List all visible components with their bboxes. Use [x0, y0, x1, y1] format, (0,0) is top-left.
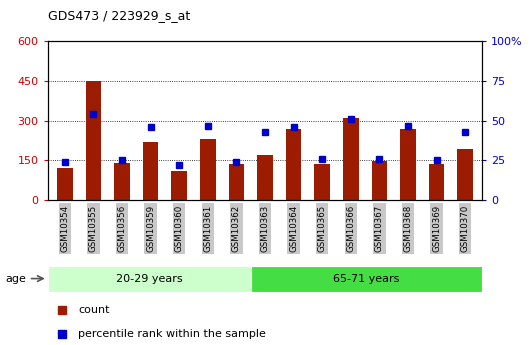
- Text: GDS473 / 223929_s_at: GDS473 / 223929_s_at: [48, 9, 190, 22]
- Bar: [85, 81, 101, 200]
- Bar: [457, 148, 473, 200]
- Bar: [257, 155, 273, 200]
- Bar: [228, 164, 244, 200]
- Text: GSM10360: GSM10360: [175, 205, 184, 252]
- Bar: [400, 129, 416, 200]
- Bar: [314, 164, 330, 200]
- Text: percentile rank within the sample: percentile rank within the sample: [78, 329, 266, 339]
- Text: count: count: [78, 305, 110, 315]
- Bar: [286, 129, 302, 200]
- Bar: [372, 161, 387, 200]
- Text: 65-71 years: 65-71 years: [333, 274, 400, 284]
- Bar: [343, 118, 359, 200]
- Text: GSM10367: GSM10367: [375, 205, 384, 252]
- Text: GSM10370: GSM10370: [461, 205, 470, 252]
- Text: GSM10369: GSM10369: [432, 205, 441, 252]
- Text: GSM10361: GSM10361: [204, 205, 213, 252]
- Text: GSM10355: GSM10355: [89, 205, 98, 252]
- Text: GSM10356: GSM10356: [118, 205, 127, 252]
- Text: 20-29 years: 20-29 years: [116, 274, 182, 284]
- Bar: [429, 164, 445, 200]
- FancyBboxPatch shape: [251, 266, 482, 292]
- Bar: [200, 139, 216, 200]
- Bar: [114, 163, 130, 200]
- Text: GSM10366: GSM10366: [346, 205, 355, 252]
- Text: GSM10365: GSM10365: [317, 205, 326, 252]
- Text: GSM10362: GSM10362: [232, 205, 241, 252]
- FancyBboxPatch shape: [48, 266, 251, 292]
- Text: GSM10359: GSM10359: [146, 205, 155, 252]
- Text: GSM10364: GSM10364: [289, 205, 298, 252]
- Text: GSM10368: GSM10368: [403, 205, 412, 252]
- Bar: [57, 168, 73, 200]
- Bar: [143, 142, 158, 200]
- Bar: [171, 171, 187, 200]
- Text: GSM10354: GSM10354: [60, 205, 69, 252]
- Text: age: age: [5, 274, 26, 284]
- Text: GSM10363: GSM10363: [261, 205, 269, 252]
